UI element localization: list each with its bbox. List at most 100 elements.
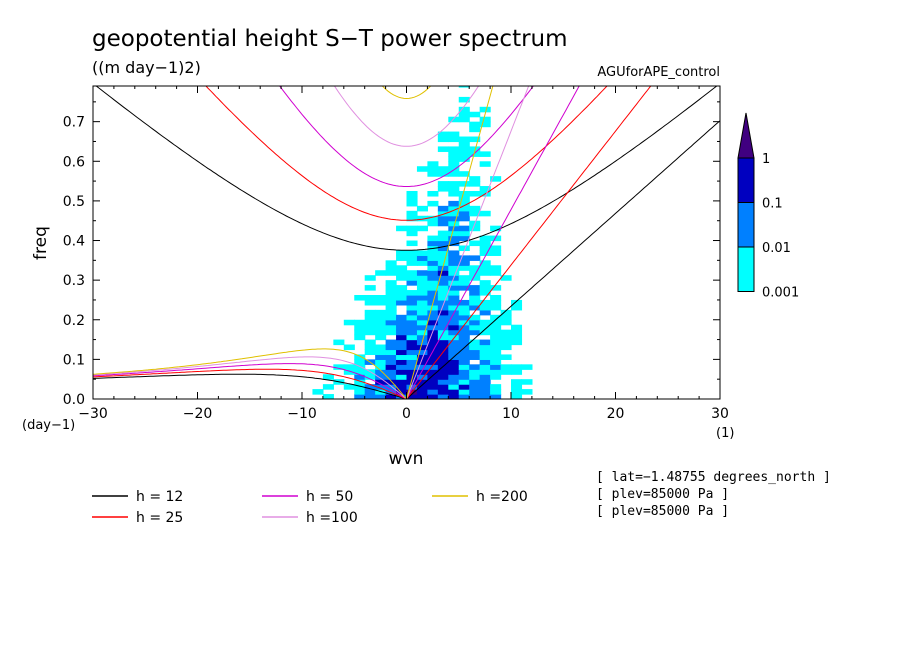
legend-label: h = 50 <box>306 489 353 505</box>
spectrum-cell <box>458 190 470 197</box>
spectrum-cell <box>469 270 481 276</box>
spectrum-cell <box>354 354 366 360</box>
spectrum-cell <box>469 379 481 385</box>
spectrum-cell <box>354 334 366 341</box>
spectrum-cell <box>437 324 449 331</box>
annotation-plev-2: [ plev=85000 Pa ] <box>596 504 729 519</box>
spectrum-cell <box>406 280 418 286</box>
spectrum-cell <box>406 195 418 202</box>
spectrum-cell <box>427 314 439 321</box>
spectrum-cell <box>490 250 502 256</box>
spectrum-cell <box>437 205 449 212</box>
spectrum-cell <box>427 339 439 346</box>
spectrum-cell <box>375 379 387 385</box>
legend-label: h = 25 <box>136 510 183 526</box>
spectrum-cell <box>396 354 408 360</box>
spectrum-cell <box>500 275 512 281</box>
spectrum-cell <box>511 394 523 399</box>
spectrum-cell <box>448 280 460 286</box>
spectrum-cell <box>458 280 470 286</box>
spectrum-cell <box>406 275 418 281</box>
spectrum-cell <box>416 299 428 306</box>
spectrum-cell <box>396 334 408 341</box>
spectrum-cell <box>490 369 502 375</box>
spectrum-cell <box>479 354 491 360</box>
spectrum-cell <box>448 190 460 197</box>
spectrum-cell <box>448 230 460 237</box>
spectrum-cell <box>416 295 428 301</box>
spectrum-cell <box>396 319 408 326</box>
spectrum-cell <box>396 295 408 301</box>
spectrum-cell <box>406 260 418 266</box>
spectrum-cell <box>458 285 470 291</box>
spectrum-cell <box>364 394 376 399</box>
spectrum-cell <box>511 304 523 311</box>
spectrum-cell <box>375 364 387 370</box>
spectrum-cell <box>469 329 481 336</box>
spectrum-cell <box>322 394 334 399</box>
x-tick-label: −20 <box>183 406 213 422</box>
spectrum-cell <box>427 250 439 256</box>
spectrum-cell <box>469 339 481 346</box>
spectrum-cell <box>406 394 418 399</box>
spectrum-cell <box>479 121 491 128</box>
y-unit-label: (day−1) <box>22 418 75 433</box>
spectrum-cell <box>427 255 439 261</box>
spectrum-cell <box>343 369 355 375</box>
spectrum-cell <box>437 359 449 365</box>
spectrum-cell <box>427 161 439 167</box>
spectrum-cell <box>364 384 376 390</box>
spectrum-cell <box>396 389 408 395</box>
spectrum-cell <box>511 339 523 346</box>
spectrum-cell <box>416 364 428 370</box>
spectrum-cell <box>490 225 502 232</box>
x-tick-label: 20 <box>607 406 625 422</box>
spectrum-cell <box>469 126 481 133</box>
spectrum-cell <box>437 186 449 192</box>
spectrum-cell <box>406 200 418 207</box>
spectrum-cell <box>511 389 523 395</box>
spectrum-cell <box>479 379 491 385</box>
spectrum-cell <box>416 389 428 395</box>
spectrum-cell <box>458 329 470 336</box>
spectrum-cell <box>437 394 449 399</box>
spectrum-cell <box>406 364 418 370</box>
spectrum-cell <box>511 334 523 341</box>
colorbar-label: 1 <box>762 152 770 167</box>
spectrum-cell <box>469 111 481 118</box>
spectrum-cell <box>458 379 470 385</box>
spectrum-cell <box>448 369 460 375</box>
spectrum-cell <box>448 314 460 321</box>
spectrum-cell <box>396 374 408 380</box>
spectrum-cell <box>437 255 449 261</box>
spectrum-cell <box>375 319 387 326</box>
spectrum-cell <box>406 344 418 351</box>
spectrum-cell <box>479 339 491 346</box>
spectrum-cell <box>490 374 502 380</box>
x-tick-label: 0 <box>402 406 411 422</box>
spectrum-cell <box>364 324 376 331</box>
spectrum-cell <box>437 270 449 276</box>
spectrum-cell <box>458 324 470 331</box>
spectrum-cell <box>406 255 418 261</box>
spectrum-cell <box>490 334 502 341</box>
spectrum-cell <box>406 225 418 232</box>
spectrum-cell <box>427 374 439 380</box>
spectrum-cell <box>375 314 387 321</box>
spectrum-cell <box>448 394 460 399</box>
rossby-curve <box>93 368 407 399</box>
spectrum-cell <box>354 329 366 336</box>
x-tick-label: 10 <box>502 406 520 422</box>
spectrum-cell <box>448 285 460 291</box>
colorbar-extend-arrow <box>737 112 755 159</box>
spectrum-cell <box>448 136 460 143</box>
spectrum-cell <box>427 319 439 326</box>
spectrum-cell <box>437 344 449 351</box>
spectrum-cell <box>469 210 481 217</box>
spectrum-cell <box>458 86 470 88</box>
spectrum-cell <box>396 364 408 370</box>
spectrum-cell <box>406 210 418 217</box>
spectrum-cell <box>458 136 470 143</box>
chart-title: geopotential height S−T power spectrum <box>92 26 568 52</box>
y-axis-label: freq <box>31 226 51 260</box>
